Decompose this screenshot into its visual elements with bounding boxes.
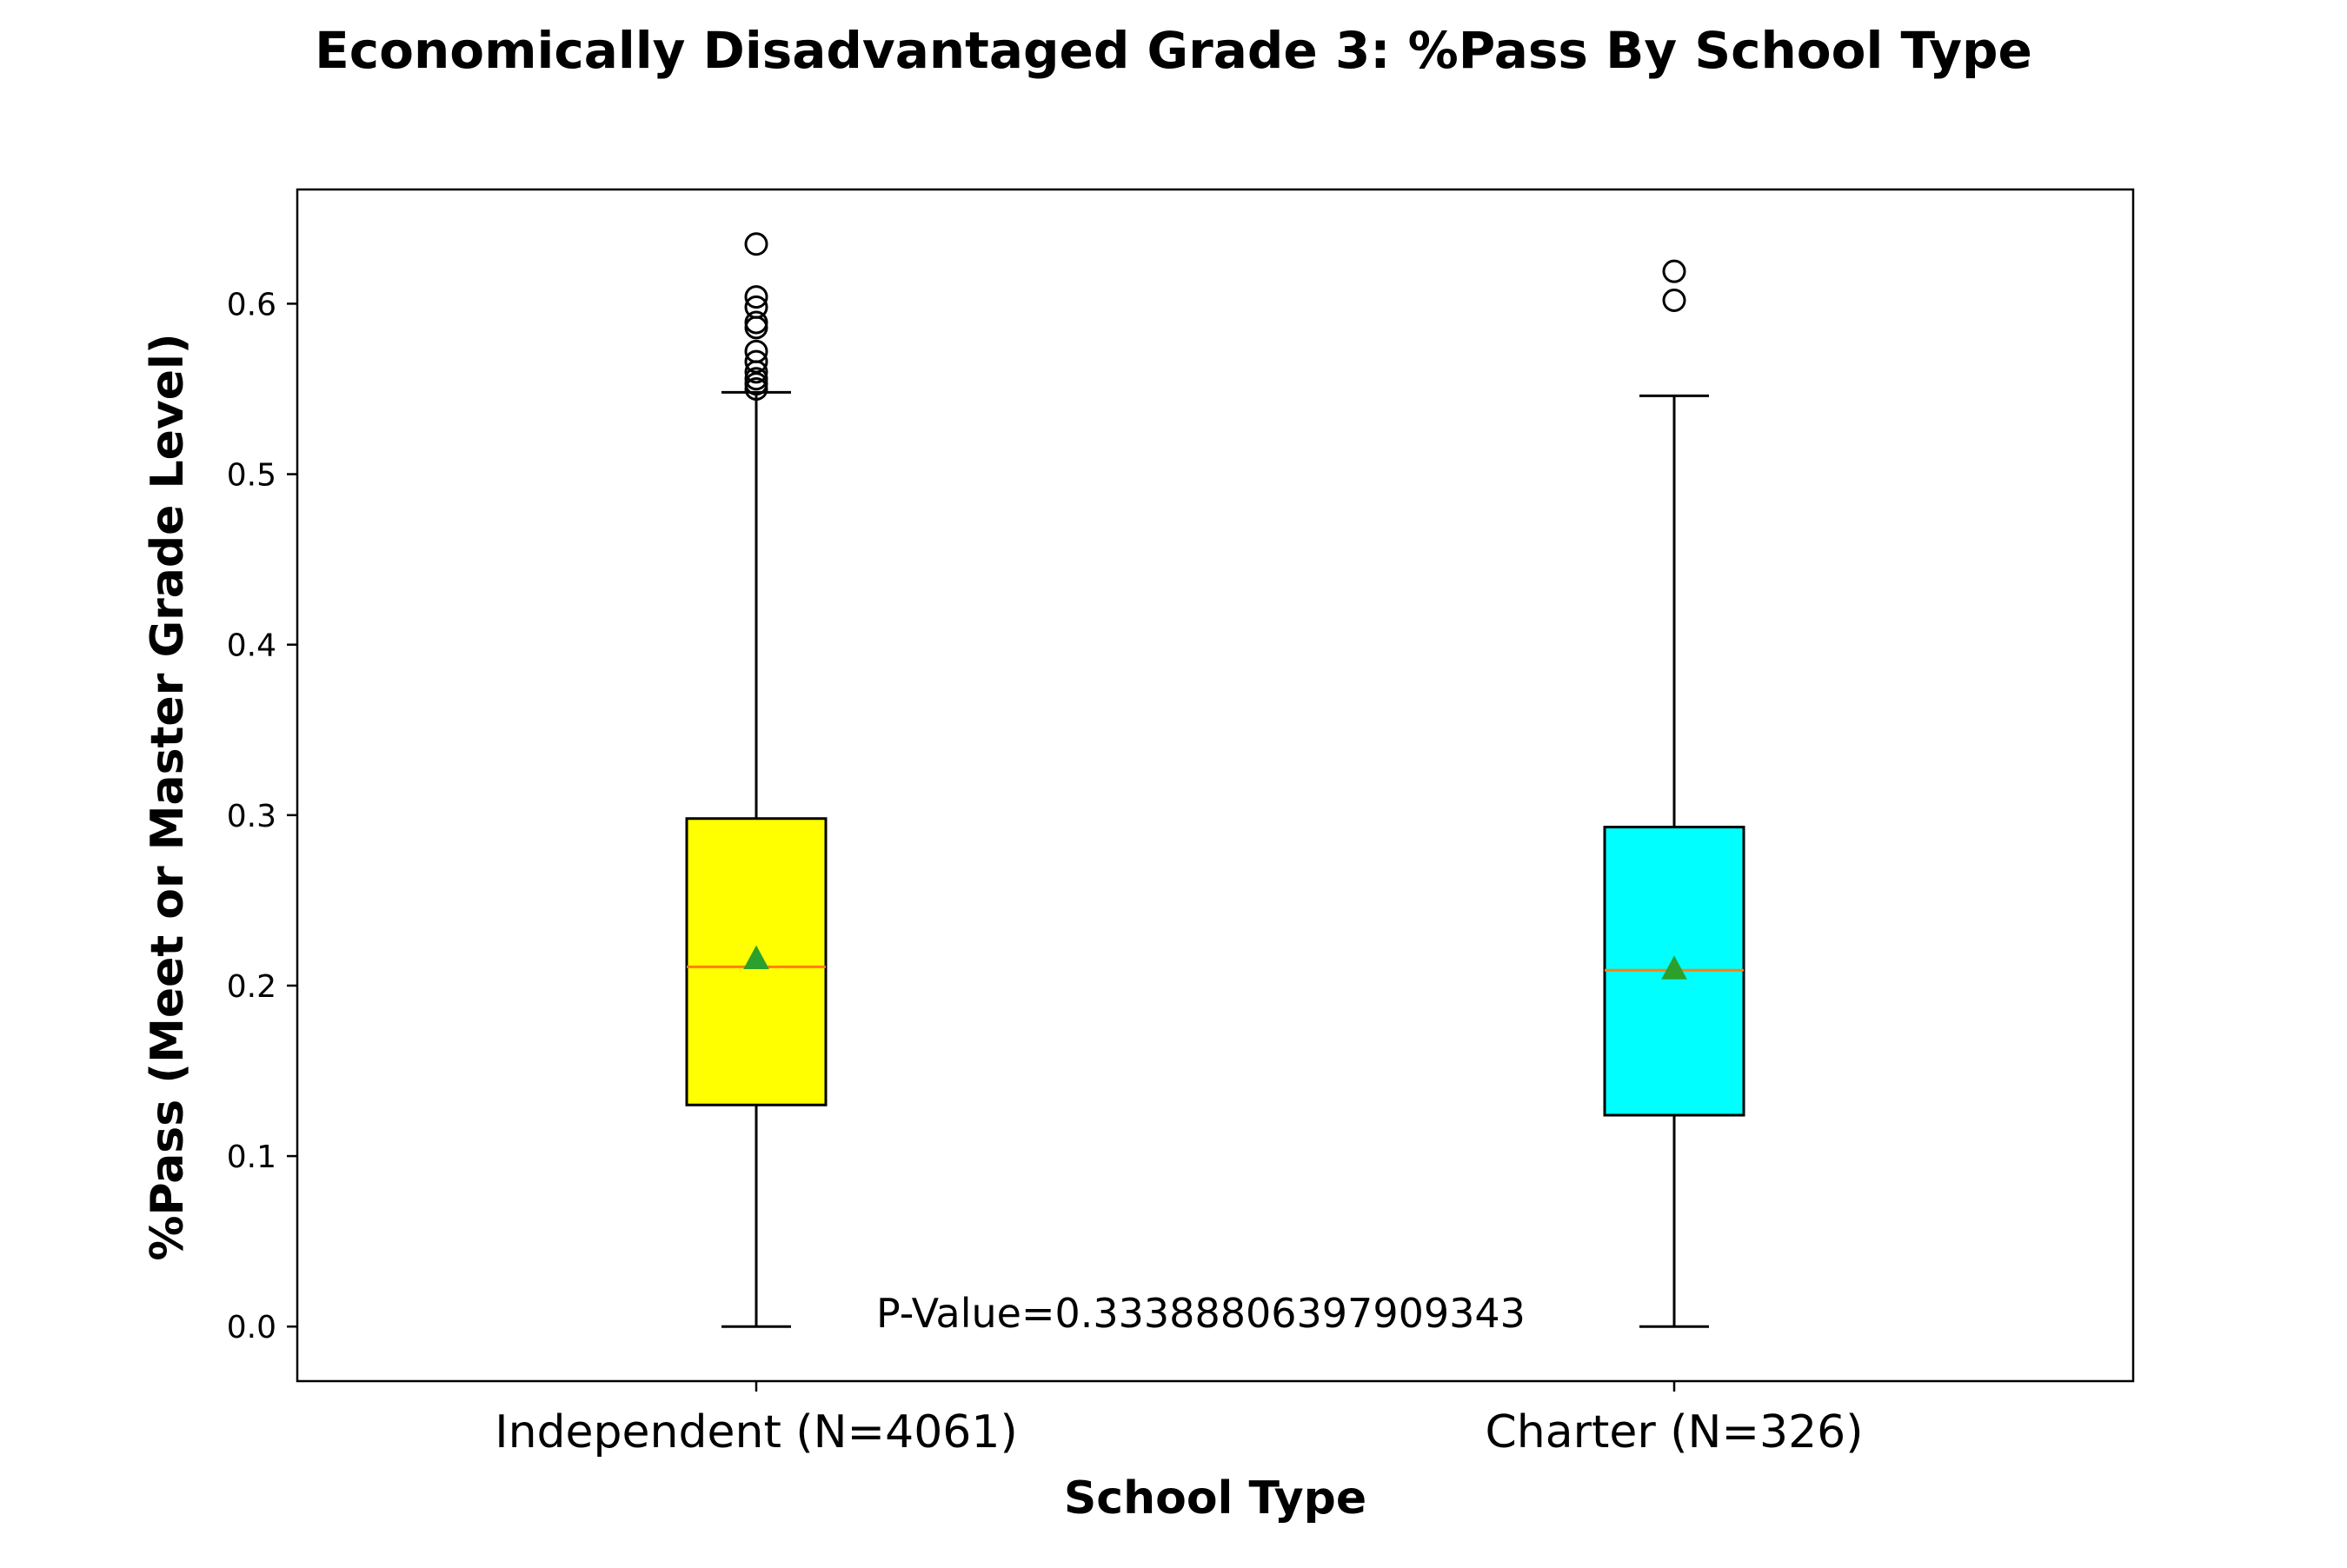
y-tick-label: 0.0 xyxy=(227,1310,276,1345)
y-tick-label: 0.4 xyxy=(227,628,276,664)
mean-marker xyxy=(743,945,769,969)
outlier-point xyxy=(744,310,768,335)
outlier-point xyxy=(744,232,768,256)
outlier-point xyxy=(744,339,768,363)
plot-area: 0.0 0.1 0.2 0.3 0.4 0.5 0.6 Independent (N=4061… xyxy=(227,188,2135,1458)
plot-frame xyxy=(296,188,2135,1383)
y-tick-label: 0.5 xyxy=(227,458,276,494)
p-value-annotation: P-Value=0.33388806397909343 xyxy=(876,1290,1526,1337)
outlier-point xyxy=(744,295,768,319)
y-tick-label: 0.3 xyxy=(227,799,276,834)
x-tick-label: Independent (N=4061) xyxy=(495,1406,1018,1458)
x-tick-label: Charter (N=326) xyxy=(1485,1406,1863,1458)
mean-marker xyxy=(1661,955,1687,980)
x-axis-label: School Type xyxy=(1064,1472,1366,1525)
outlier-point xyxy=(744,285,768,309)
y-tick-label: 0.2 xyxy=(227,969,276,1005)
outlier-point xyxy=(744,349,768,374)
outlier-point xyxy=(744,316,768,340)
outlier-point xyxy=(744,367,768,391)
y-tick-label: 0.1 xyxy=(227,1139,276,1175)
y-axis-label: %Pass (Meet or Master Grade Level) xyxy=(142,333,194,1260)
chart-title: Economically Disadvantaged Grade 3: %Pas… xyxy=(315,21,2032,80)
outlier-point xyxy=(1662,259,1686,283)
outlier-point xyxy=(1662,288,1686,312)
y-tick-label: 0.6 xyxy=(227,287,276,322)
